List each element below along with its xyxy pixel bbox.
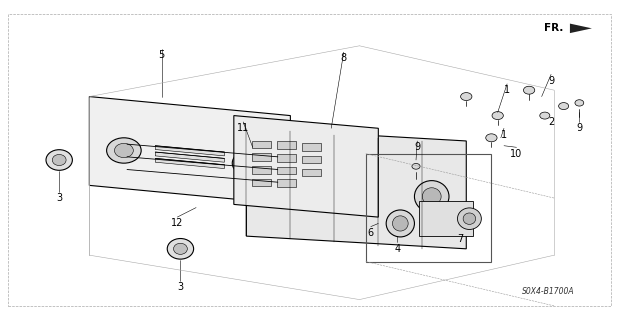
FancyBboxPatch shape <box>302 169 321 176</box>
Polygon shape <box>90 97 290 204</box>
Polygon shape <box>155 152 225 162</box>
Text: 11: 11 <box>237 123 249 133</box>
Polygon shape <box>155 158 225 169</box>
Ellipse shape <box>575 100 584 106</box>
Ellipse shape <box>392 216 408 231</box>
Ellipse shape <box>52 155 66 165</box>
Ellipse shape <box>240 156 259 170</box>
FancyBboxPatch shape <box>302 143 321 151</box>
Text: FR.: FR. <box>545 23 563 33</box>
FancyBboxPatch shape <box>277 179 296 187</box>
Text: 9: 9 <box>548 76 554 86</box>
Text: 10: 10 <box>510 149 522 159</box>
Ellipse shape <box>486 134 497 142</box>
Text: 3: 3 <box>177 282 184 292</box>
Ellipse shape <box>174 243 187 254</box>
FancyBboxPatch shape <box>277 167 296 174</box>
FancyBboxPatch shape <box>252 141 271 148</box>
Text: 4: 4 <box>394 244 400 254</box>
Ellipse shape <box>558 103 569 109</box>
Ellipse shape <box>461 92 472 100</box>
Text: 3: 3 <box>56 193 62 203</box>
Ellipse shape <box>457 208 481 229</box>
Ellipse shape <box>492 112 504 120</box>
Polygon shape <box>570 24 592 33</box>
Text: 9: 9 <box>576 123 582 133</box>
Text: 1: 1 <box>504 85 510 95</box>
Ellipse shape <box>422 188 441 205</box>
Ellipse shape <box>524 86 534 94</box>
Ellipse shape <box>415 180 449 212</box>
Text: 5: 5 <box>158 50 165 60</box>
FancyBboxPatch shape <box>252 153 271 161</box>
Text: 2: 2 <box>548 117 554 127</box>
Text: 12: 12 <box>171 219 184 228</box>
FancyBboxPatch shape <box>252 179 271 186</box>
Text: 7: 7 <box>457 234 463 244</box>
Text: 8: 8 <box>341 53 347 63</box>
Ellipse shape <box>232 150 267 176</box>
Ellipse shape <box>107 138 141 163</box>
Ellipse shape <box>386 210 415 237</box>
Ellipse shape <box>46 150 73 170</box>
FancyBboxPatch shape <box>277 154 296 162</box>
FancyBboxPatch shape <box>302 156 321 164</box>
Polygon shape <box>234 116 379 217</box>
Text: 1: 1 <box>501 130 507 140</box>
FancyBboxPatch shape <box>252 166 271 174</box>
Polygon shape <box>246 128 466 249</box>
FancyBboxPatch shape <box>419 201 473 236</box>
Ellipse shape <box>540 112 550 119</box>
Text: 6: 6 <box>368 228 374 238</box>
FancyBboxPatch shape <box>277 141 296 149</box>
Text: 9: 9 <box>414 142 420 152</box>
Ellipse shape <box>463 213 476 224</box>
Ellipse shape <box>167 238 194 259</box>
Ellipse shape <box>412 164 420 169</box>
Ellipse shape <box>114 143 133 158</box>
Text: S0X4-B1700A: S0X4-B1700A <box>522 287 574 296</box>
Polygon shape <box>155 146 225 156</box>
